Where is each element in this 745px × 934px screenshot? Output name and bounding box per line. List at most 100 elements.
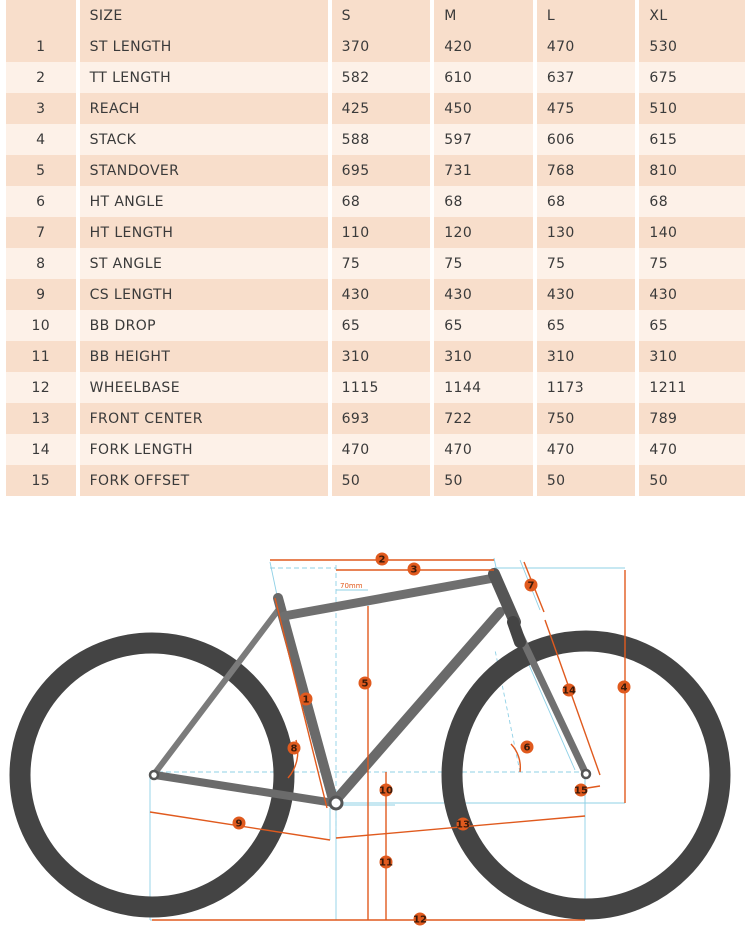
value-l: 606 bbox=[532, 124, 636, 155]
value-xl: 810 bbox=[635, 155, 745, 186]
value-s: 582 bbox=[327, 62, 431, 93]
marker-10: 10 bbox=[379, 783, 393, 797]
row-label: ST ANGLE bbox=[75, 248, 328, 279]
value-xl: 140 bbox=[635, 217, 745, 248]
marker-6: 6 bbox=[520, 740, 534, 754]
row-number: 12 bbox=[6, 372, 76, 403]
row-number: 2 bbox=[6, 62, 76, 93]
value-xl: 615 bbox=[635, 124, 745, 155]
value-s: 470 bbox=[327, 434, 431, 465]
marker-label: 1 bbox=[303, 695, 310, 706]
value-l: 75 bbox=[532, 248, 636, 279]
marker-label: 12 bbox=[413, 915, 427, 926]
value-s: 370 bbox=[327, 31, 431, 62]
marker-7: 7 bbox=[524, 578, 538, 592]
row-label: BB HEIGHT bbox=[75, 341, 328, 372]
value-s: 1115 bbox=[327, 372, 431, 403]
table-row: 15 FORK OFFSET 50 50 50 50 bbox=[6, 465, 745, 496]
value-l: 750 bbox=[532, 403, 636, 434]
marker-3: 3 bbox=[407, 562, 421, 576]
value-m: 420 bbox=[430, 31, 533, 62]
marker-8: 8 bbox=[287, 741, 301, 755]
value-l: 475 bbox=[532, 93, 636, 124]
table-row: 1 ST LENGTH 370 420 470 530 bbox=[6, 31, 745, 62]
marker-label: 4 bbox=[621, 683, 628, 694]
marker-11: 11 bbox=[379, 855, 393, 869]
value-l: 65 bbox=[532, 310, 636, 341]
value-l: 130 bbox=[532, 217, 636, 248]
row-number: 14 bbox=[6, 434, 76, 465]
value-xl: 310 bbox=[635, 341, 745, 372]
value-xl: 510 bbox=[635, 93, 745, 124]
value-xl: 430 bbox=[635, 279, 745, 310]
value-m: 450 bbox=[430, 93, 533, 124]
row-number: 11 bbox=[6, 341, 76, 372]
marker-4: 4 bbox=[617, 680, 631, 694]
value-l: 50 bbox=[532, 465, 636, 496]
bike-frame bbox=[151, 568, 589, 808]
front-wheel bbox=[441, 630, 731, 920]
value-xl: 50 bbox=[635, 465, 745, 496]
rear-axle bbox=[148, 769, 160, 781]
marker-label: 13 bbox=[456, 820, 470, 831]
marker-14: 14 bbox=[562, 683, 576, 697]
table-row: 7 HT LENGTH 110 120 130 140 bbox=[6, 217, 745, 248]
header-xl: XL bbox=[635, 0, 745, 31]
marker-15: 15 bbox=[574, 783, 588, 797]
value-xl: 789 bbox=[635, 403, 745, 434]
value-s: 310 bbox=[327, 341, 431, 372]
value-m: 310 bbox=[430, 341, 533, 372]
row-number: 5 bbox=[6, 155, 76, 186]
value-m: 597 bbox=[430, 124, 533, 155]
row-label: CS LENGTH bbox=[75, 279, 328, 310]
value-l: 768 bbox=[532, 155, 636, 186]
table-row: 3 REACH 425 450 475 510 bbox=[6, 93, 745, 124]
row-label: FORK OFFSET bbox=[75, 465, 328, 496]
table-row: 13 FRONT CENTER 693 722 750 789 bbox=[6, 403, 745, 434]
marker-5: 5 bbox=[358, 676, 372, 690]
header-number bbox=[6, 0, 76, 31]
row-number: 1 bbox=[6, 31, 76, 62]
value-s: 588 bbox=[327, 124, 431, 155]
header-m: M bbox=[430, 0, 533, 31]
marker-label: 15 bbox=[574, 786, 588, 797]
value-m: 75 bbox=[430, 248, 533, 279]
marker-label: 10 bbox=[379, 786, 393, 797]
front-axle bbox=[580, 768, 592, 780]
row-number: 4 bbox=[6, 124, 76, 155]
marker-label: 7 bbox=[528, 581, 535, 592]
value-s: 75 bbox=[327, 248, 431, 279]
marker-label: 6 bbox=[524, 743, 531, 754]
row-number: 9 bbox=[6, 279, 76, 310]
value-m: 731 bbox=[430, 155, 533, 186]
value-s: 693 bbox=[327, 403, 431, 434]
value-xl: 68 bbox=[635, 186, 745, 217]
value-m: 65 bbox=[430, 310, 533, 341]
row-label: REACH bbox=[75, 93, 328, 124]
value-xl: 470 bbox=[635, 434, 745, 465]
70mm-label: 70mm bbox=[340, 582, 363, 590]
value-s: 425 bbox=[327, 93, 431, 124]
value-xl: 530 bbox=[635, 31, 745, 62]
marker-label: 8 bbox=[291, 744, 298, 755]
row-label: HT LENGTH bbox=[75, 217, 328, 248]
table-row: 4 STACK 588 597 606 615 bbox=[6, 124, 745, 155]
row-number: 13 bbox=[6, 403, 76, 434]
row-number: 15 bbox=[6, 465, 76, 496]
value-l: 637 bbox=[532, 62, 636, 93]
row-label: TT LENGTH bbox=[75, 62, 328, 93]
value-xl: 1211 bbox=[635, 372, 745, 403]
value-m: 610 bbox=[430, 62, 533, 93]
value-l: 310 bbox=[532, 341, 636, 372]
table-row: 5 STANDOVER 695 731 768 810 bbox=[6, 155, 745, 186]
row-number: 3 bbox=[6, 93, 76, 124]
table-row: 9 CS LENGTH 430 430 430 430 bbox=[6, 279, 745, 310]
table-header-row: SIZE S M L XL bbox=[6, 0, 745, 31]
70mm-annotation: 70mm bbox=[336, 582, 368, 591]
row-label: HT ANGLE bbox=[75, 186, 328, 217]
marker-9: 9 bbox=[232, 816, 246, 830]
table-row: 10 BB DROP 65 65 65 65 bbox=[6, 310, 745, 341]
value-xl: 75 bbox=[635, 248, 745, 279]
header-s: S bbox=[327, 0, 431, 31]
